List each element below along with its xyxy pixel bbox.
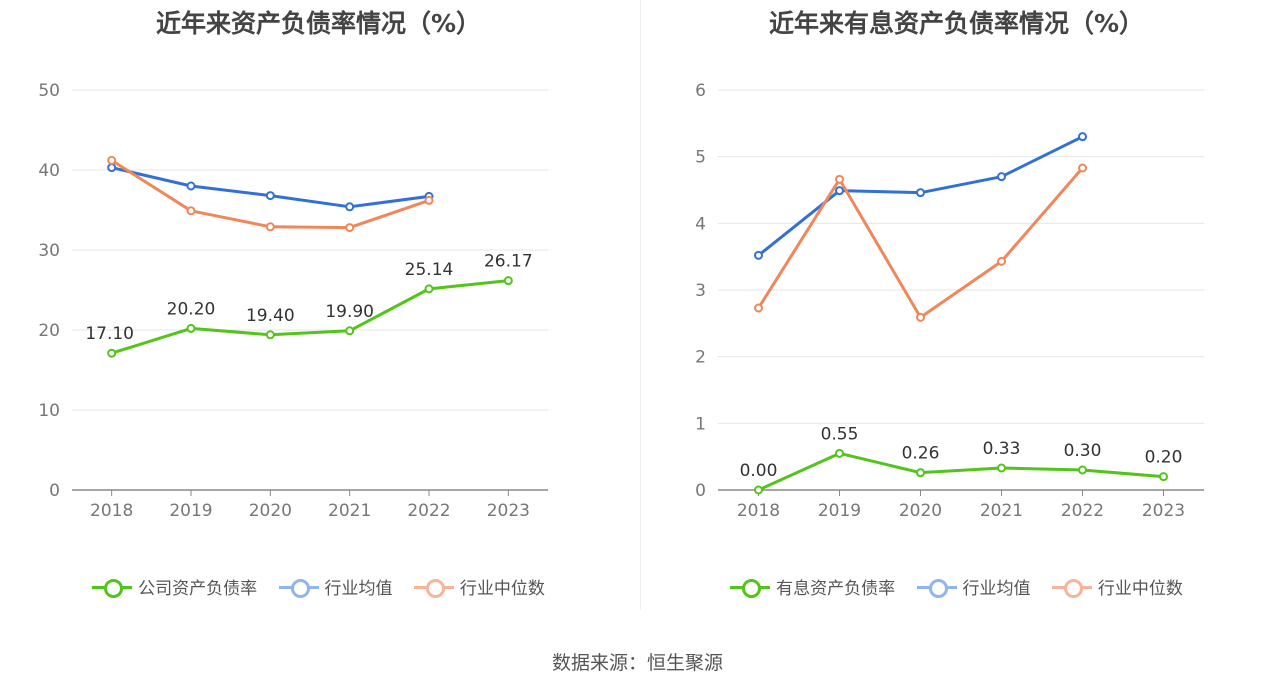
data-point-0[interactable] <box>1159 472 1168 482</box>
y-tick-label: 30 <box>38 241 60 261</box>
x-tick-label: 2019 <box>818 501 861 521</box>
data-point-0[interactable] <box>754 485 763 495</box>
legend: 有息资产负债率 行业均值 行业中位数 <box>638 574 1275 603</box>
data-point-2[interactable] <box>107 155 117 165</box>
data-point-1[interactable] <box>1078 132 1087 142</box>
x-tick-label: 2018 <box>90 501 133 521</box>
data-label: 0.20 <box>1145 448 1183 468</box>
data-point-2[interactable] <box>424 195 434 205</box>
source-note: 数据来源：恒生聚源 <box>551 652 723 674</box>
legend-symbol <box>916 576 957 598</box>
y-tick-label: 3 <box>695 281 706 301</box>
legend-symbol <box>413 576 454 598</box>
data-point-2[interactable] <box>345 223 355 233</box>
data-point-1[interactable] <box>997 172 1006 182</box>
legend-item-company[interactable]: 公司资产负债率 <box>92 574 257 599</box>
data-point-1[interactable] <box>916 188 925 198</box>
data-point-0[interactable] <box>503 276 513 286</box>
data-point-0[interactable] <box>916 468 925 478</box>
chart-title: 近年来资产负债率情况（%） <box>155 9 482 38</box>
y-tick-label: 10 <box>38 401 60 421</box>
legend-label: 行业中位数 <box>459 579 545 599</box>
data-point-1[interactable] <box>107 163 117 173</box>
data-label: 20.20 <box>167 299 216 319</box>
data-point-2[interactable] <box>997 256 1006 266</box>
x-tick-label: 2022 <box>407 501 450 521</box>
x-tick-label: 2023 <box>487 501 530 521</box>
x-tick-label: 2023 <box>1142 501 1185 521</box>
series-line-1 <box>111 166 430 209</box>
chart-panel-left: 近年来资产负债率情况（%） 0 10 20 30 40 50 2018 2019 2020 202… <box>0 0 637 620</box>
legend-item-industry-median[interactable]: 行业中位数 <box>413 574 545 599</box>
data-label: 0.55 <box>821 424 859 444</box>
legend-item-industry-median[interactable]: 行业中位数 <box>1051 574 1183 599</box>
data-point-0[interactable] <box>186 323 196 333</box>
data-label: 0.30 <box>1064 441 1102 461</box>
data-label: 17.10 <box>85 324 134 344</box>
data-point-0[interactable] <box>424 284 434 294</box>
legend-label: 公司资产负债率 <box>138 579 258 599</box>
data-point-0[interactable] <box>1078 465 1087 475</box>
data-point-2[interactable] <box>835 174 844 184</box>
data-point-1[interactable] <box>265 191 275 201</box>
data-label: 0.33 <box>983 439 1021 459</box>
y-tick-label: 6 <box>695 81 706 101</box>
y-tick-label: 20 <box>38 321 60 341</box>
y-tick-label: 0 <box>49 481 60 501</box>
legend-label: 行业均值 <box>324 579 393 599</box>
data-point-0[interactable] <box>345 326 355 336</box>
legend-item-company[interactable]: 有息资产负债率 <box>730 574 895 599</box>
data-point-1[interactable] <box>835 186 844 196</box>
data-label: 0.00 <box>740 461 778 481</box>
data-point-2[interactable] <box>754 303 763 313</box>
panel-divider <box>640 0 641 610</box>
data-label: 26.17 <box>484 252 533 272</box>
data-point-2[interactable] <box>186 206 196 216</box>
legend-symbol <box>278 576 319 598</box>
legend-label: 行业中位数 <box>1097 579 1183 599</box>
chart-panel-right: 近年来有息资产负债率情况（%） 0 1 2 3 4 5 6 2018 2019 2020 2021 2… <box>638 0 1275 620</box>
y-tick-label: 5 <box>695 148 706 168</box>
x-tick-label: 2022 <box>1061 501 1104 521</box>
y-tick-label: 0 <box>695 481 706 501</box>
data-point-2[interactable] <box>265 222 275 232</box>
data-point-2[interactable] <box>1078 163 1087 173</box>
y-tick-label: 4 <box>695 214 706 234</box>
data-point-0[interactable] <box>835 448 844 458</box>
data-point-0[interactable] <box>997 463 1006 473</box>
data-point-0[interactable] <box>265 330 275 340</box>
legend-item-industry-mean[interactable]: 行业均值 <box>916 574 1031 599</box>
y-tick-label: 2 <box>695 348 706 368</box>
data-label: 19.40 <box>246 306 295 326</box>
legend-label: 行业均值 <box>962 579 1031 599</box>
legend-label: 有息资产负债率 <box>776 579 896 599</box>
legend: 公司资产负债率 行业均值 行业中位数 <box>0 574 637 603</box>
x-tick-label: 2019 <box>169 501 212 521</box>
data-point-1[interactable] <box>345 202 355 212</box>
x-tick-label: 2021 <box>980 501 1023 521</box>
legend-item-industry-mean[interactable]: 行业均值 <box>278 574 393 599</box>
line-chart-debt-ratio: 0 10 20 30 40 50 2018 2019 2020 2021 2022 2023 17.10… <box>38 81 548 521</box>
y-tick-label: 50 <box>38 81 60 101</box>
legend-symbol <box>730 576 771 598</box>
x-tick-label: 2020 <box>249 501 292 521</box>
series-line-0 <box>757 451 1164 492</box>
y-tick-label: 40 <box>38 161 60 181</box>
data-point-0[interactable] <box>107 348 117 358</box>
y-tick-label: 1 <box>695 414 706 434</box>
line-chart-interest-debt-ratio: 0 1 2 3 4 5 6 2018 2019 2020 2021 2022 2023 0.00 0.55 0… <box>695 81 1204 521</box>
data-point-1[interactable] <box>754 250 763 260</box>
chart-title: 近年来有息资产负债率情况（%） <box>768 9 1145 38</box>
legend-symbol <box>1051 576 1092 598</box>
data-point-1[interactable] <box>186 181 196 191</box>
series-line-0 <box>111 279 509 355</box>
x-tick-label: 2020 <box>899 501 942 521</box>
data-label: 0.26 <box>902 444 940 464</box>
data-point-2[interactable] <box>916 312 925 322</box>
data-label: 19.90 <box>325 302 374 322</box>
x-tick-label: 2018 <box>737 501 780 521</box>
x-tick-label: 2021 <box>328 501 371 521</box>
data-label: 25.14 <box>405 260 454 280</box>
legend-symbol <box>92 576 133 598</box>
